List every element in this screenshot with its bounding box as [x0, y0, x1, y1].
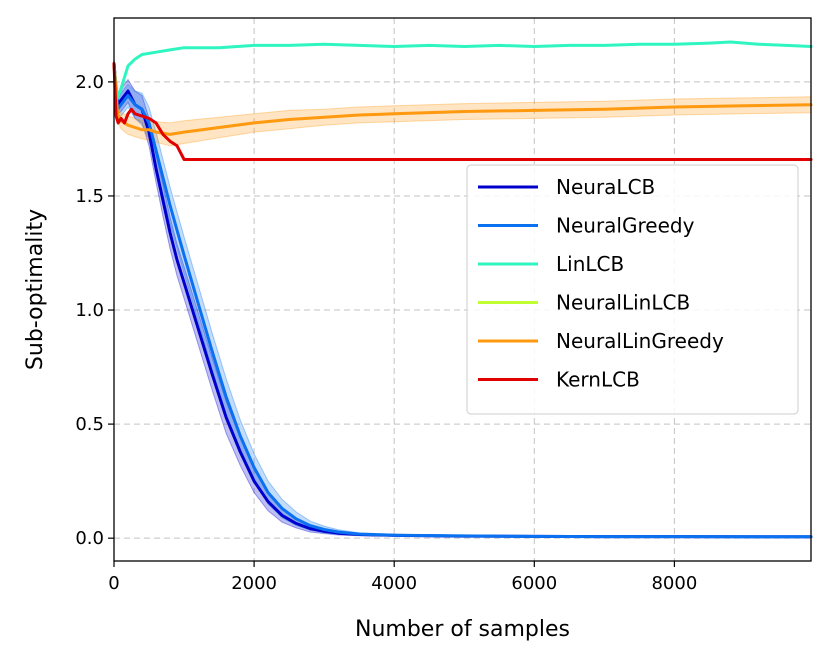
legend-box	[466, 164, 799, 415]
y-tick-label: 2.0	[75, 72, 104, 93]
x-tick-label: 4000	[371, 573, 417, 594]
y-tick-label: 1.0	[75, 300, 104, 321]
x-axis-title: Number of samples	[355, 617, 570, 642]
legend-label-linlcb: LinLCB	[556, 252, 624, 276]
legend: NeuraLCB NeuralGreedy LinLCB NeuralLinLCB Ne…	[466, 164, 799, 415]
y-tick-label: 0.5	[75, 414, 104, 435]
y-tick-label: 0.0	[75, 528, 104, 549]
y-axis-title: Sub-optimality	[23, 209, 48, 370]
series-lines	[112, 40, 813, 539]
plot-frame	[113, 17, 812, 562]
legend-label-kernlcb: KernLCB	[556, 368, 640, 392]
neurallingreedy-band	[113, 59, 812, 147]
kernlcb-line	[112, 62, 813, 161]
x-tick-label: 2000	[231, 573, 277, 594]
legend-items: NeuraLCB NeuralGreedy LinLCB NeuralLinLCB Ne…	[478, 175, 724, 392]
legend-label-neuralcb: NeuraLCB	[556, 175, 655, 199]
linlcb-line	[112, 40, 813, 100]
axis-ticks: 0 2000 4000 6000 8000 0.0 0.5 1.0 1.5 2.0	[75, 72, 697, 594]
y-tick-label: 1.5	[75, 186, 104, 207]
legend-label-neurallingreedy: NeuralLinGreedy	[556, 329, 724, 353]
neuralgreedy-line	[112, 62, 813, 539]
legend-label-neurallinlcb: NeuralLinLCB	[556, 291, 690, 315]
x-tick-label: 8000	[651, 573, 697, 594]
neurallingreedy-line	[112, 62, 813, 136]
x-tick-label: 0	[108, 573, 119, 594]
x-tick-label: 6000	[511, 573, 557, 594]
legend-label-neuralgreedy: NeuralGreedy	[556, 214, 695, 238]
